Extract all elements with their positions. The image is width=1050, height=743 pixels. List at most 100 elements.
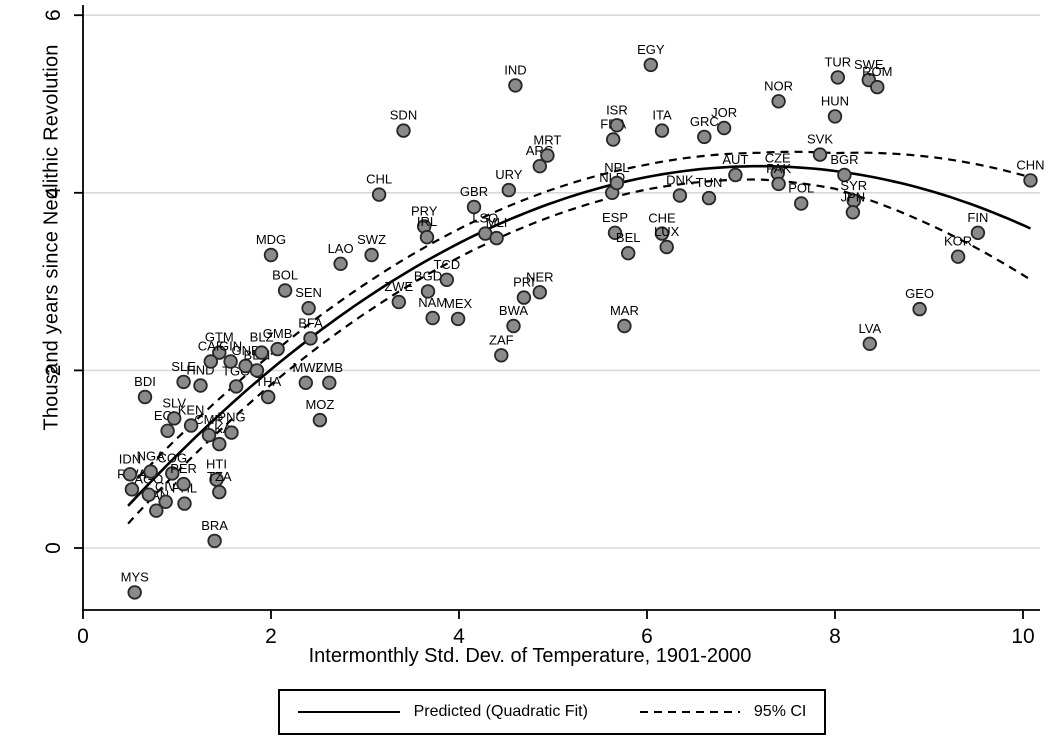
data-point-BEL: [621, 245, 636, 261]
data-point-CIV: [158, 494, 173, 510]
data-point-SEN: [301, 301, 316, 316]
data-point-URY: [501, 182, 517, 198]
data-point-label-ISR: ISR: [606, 102, 628, 117]
data-point-label-PAK: PAK: [766, 161, 791, 176]
data-point-label-GIN: GIN: [219, 339, 242, 354]
data-point-label-LAO: LAO: [328, 241, 354, 256]
data-point-JPN: [845, 205, 861, 220]
data-point-label-ZAF: ZAF: [489, 332, 514, 347]
data-point-label-NGA: NGA: [137, 449, 166, 464]
data-point-AGO: [141, 487, 157, 502]
data-point-RWA: [124, 482, 140, 497]
data-point-NPL: [609, 175, 625, 191]
data-point-label-MRT: MRT: [533, 133, 561, 148]
data-point-ISR: [609, 118, 625, 133]
data-point-CHL: [371, 187, 387, 202]
data-point-label-BLZ: BLZ: [250, 330, 274, 345]
data-point-label-CHN: CHN: [1016, 157, 1044, 172]
data-point-label-ROM: ROM: [862, 64, 892, 79]
data-point-MEX: [450, 311, 466, 327]
data-point-label-GTM: GTM: [205, 330, 234, 345]
data-point-label-MWI: MWI: [292, 360, 319, 375]
data-point-MDG: [263, 247, 279, 263]
data-point-label-ITA: ITA: [652, 108, 672, 123]
data-point-label-GNB: GNB: [232, 343, 260, 358]
data-point-IDN: [122, 467, 138, 482]
fit-curve: [127, 164, 1032, 507]
data-point-label-CAF: CAF: [198, 339, 224, 354]
data-point-label-BDI: BDI: [134, 374, 156, 389]
data-point-BRA: [207, 533, 222, 549]
data-point-GEO: [912, 301, 927, 317]
ci-upper-curve: [127, 150, 1031, 489]
data-point-label-THA: THA: [255, 374, 281, 389]
data-point-label-BGR: BGR: [830, 152, 858, 167]
data-point-label-JOR: JOR: [711, 105, 737, 120]
y-axis-title: Thousand years since Neolithic Revolutio…: [40, 44, 63, 431]
data-point-label-SYR: SYR: [840, 178, 867, 193]
data-point-NER: [532, 285, 548, 300]
data-point-label-TZA: TZA: [207, 469, 232, 484]
legend-fit-label: Predicted (Quadratic Fit): [413, 703, 588, 720]
data-point-label-FIN: FIN: [967, 210, 988, 225]
data-point-BWA: [506, 318, 521, 334]
data-point-HND: [193, 378, 208, 393]
data-point-EGY: [643, 57, 659, 73]
data-point-BFA: [303, 331, 318, 346]
data-point-label-CHL: CHL: [366, 172, 392, 187]
data-point-PNG: [224, 425, 239, 440]
data-point-SLE: [176, 374, 191, 390]
x-tick-label-0: 0: [77, 625, 89, 648]
data-point-label-AUT: AUT: [722, 152, 748, 167]
data-point-label-TCD: TCD: [433, 257, 460, 272]
data-point-label-SWE: SWE: [854, 57, 884, 72]
data-point-KOR: [950, 249, 966, 264]
data-point-BLZ: [254, 345, 269, 360]
data-point-label-PRY: PRY: [411, 204, 438, 219]
data-point-KEN: [183, 418, 199, 433]
data-point-label-SEN: SEN: [295, 285, 322, 300]
data-point-label-BFA: BFA: [298, 315, 323, 330]
data-point-label-TUR: TUR: [824, 54, 851, 69]
data-point-SWZ: [364, 247, 379, 263]
data-point-label-PER: PER: [170, 461, 197, 476]
data-point-BOL: [277, 283, 293, 298]
data-point-NAM: [425, 310, 440, 326]
data-point-label-URY: URY: [495, 167, 523, 182]
legend: Predicted (Quadratic Fit) 95% CI: [278, 689, 826, 735]
data-point-label-NAM: NAM: [418, 295, 447, 310]
data-point-label-SLV: SLV: [162, 395, 186, 410]
data-point-ROM: [870, 79, 885, 95]
data-point-IND: [508, 78, 523, 93]
data-point-label-LVA: LVA: [858, 321, 881, 336]
data-point-LKA: [212, 436, 227, 452]
data-point-IRL: [419, 229, 435, 245]
data-point-label-LUX: LUX: [654, 224, 680, 239]
data-point-BGD: [420, 284, 436, 299]
data-point-label-KOR: KOR: [944, 234, 972, 249]
data-point-LUX: [659, 239, 674, 255]
data-point-label-CIV: CIV: [155, 479, 177, 494]
data-point-CHN: [1023, 173, 1038, 188]
data-point-label-MLI: MLI: [486, 215, 508, 230]
data-point-FIN: [970, 225, 986, 241]
data-point-TUN: [701, 190, 717, 206]
data-point-NOR: [771, 94, 786, 109]
data-point-MAR: [617, 318, 632, 334]
data-point-GRC: [697, 129, 712, 145]
x-tick-label-2: 2: [265, 625, 277, 648]
data-point-GTM: [212, 345, 227, 360]
data-point-JOR: [716, 120, 732, 136]
data-point-label-NER: NER: [526, 269, 553, 284]
data-point-TCD: [439, 272, 455, 288]
legend-ci-label: 95% CI: [753, 703, 807, 720]
data-point-GIN: [223, 354, 238, 369]
data-point-SVK: [812, 147, 828, 162]
data-point-label-IDN: IDN: [119, 451, 141, 466]
y-tick-label-0: 0: [42, 542, 65, 554]
data-point-MOZ: [312, 412, 328, 428]
data-point-label-HUN: HUN: [821, 93, 849, 108]
data-point-BDI: [137, 389, 153, 405]
